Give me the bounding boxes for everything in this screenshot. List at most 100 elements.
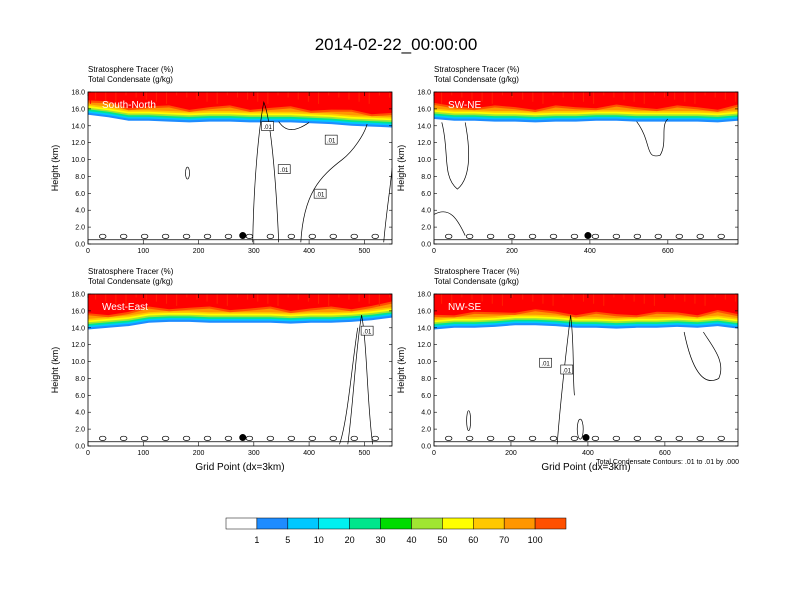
panel-west-east: .01 West-East Stratosphere Tracer (%)Total… bbox=[50, 267, 393, 473]
condensate-contour bbox=[486, 233, 495, 239]
x-tick-label: 0 bbox=[86, 248, 90, 255]
condensate-contour bbox=[696, 233, 704, 239]
contour-label: .01 bbox=[280, 168, 289, 174]
panels: .01 .01 .01 .01 South-North Stratosphere Trac… bbox=[50, 65, 739, 473]
condensate-contour bbox=[675, 233, 683, 239]
plot-frame bbox=[87, 293, 393, 447]
x-tick-label: 400 bbox=[584, 248, 596, 255]
contour-label: .01 bbox=[327, 139, 336, 145]
tracer-band bbox=[434, 92, 738, 110]
colorbar-label: 20 bbox=[345, 535, 355, 545]
condensate-contour bbox=[654, 233, 663, 239]
condensate-contour bbox=[252, 100, 280, 243]
y-tick-label: 14.0 bbox=[417, 325, 431, 332]
contour-label-box bbox=[324, 134, 338, 145]
condensate-contour bbox=[486, 435, 495, 441]
panel-sw-ne: SW-NE Stratosphere Tracer (%)Total Conden… bbox=[396, 65, 739, 255]
x-tick-label: 400 bbox=[303, 450, 315, 457]
contour-footnote: Total Condensate Contours: .01 to .01 by… bbox=[596, 459, 739, 466]
x-tick-label: 500 bbox=[359, 450, 371, 457]
contour-label: .01 bbox=[563, 369, 572, 375]
tracer-field: .01 .01 bbox=[434, 294, 738, 446]
y-tick-label: 4.0 bbox=[75, 208, 85, 215]
condensate-contour bbox=[636, 118, 669, 157]
x-tick-label: 200 bbox=[193, 450, 205, 457]
x-tick-label: 600 bbox=[662, 248, 674, 255]
condensate-contour bbox=[266, 233, 275, 239]
panel-south-north: .01 .01 .01 .01 South-North Stratosphere Trac… bbox=[50, 65, 393, 255]
field-title: Total Condensate (g/kg) bbox=[434, 75, 519, 84]
y-tick-label: 10.0 bbox=[71, 157, 85, 164]
panel-label: NW-SE bbox=[448, 302, 481, 313]
x-tick-label: 200 bbox=[193, 248, 205, 255]
colorbar-label: 5 bbox=[285, 535, 290, 545]
condensate-contour bbox=[383, 167, 392, 243]
condensate-contour bbox=[445, 435, 453, 441]
condensate-contour bbox=[549, 233, 558, 239]
x-tick-label: 400 bbox=[582, 450, 594, 457]
y-tick-label: 14.0 bbox=[71, 123, 85, 130]
colorbar-label: 50 bbox=[437, 535, 447, 545]
colorbar-box bbox=[442, 517, 474, 530]
condensate-contour bbox=[140, 233, 149, 239]
condensate-contour bbox=[287, 435, 296, 441]
tracer-field: .01 .01 .01 .01 bbox=[88, 92, 392, 244]
colorbar-box bbox=[318, 517, 350, 530]
condensate-contours bbox=[434, 315, 738, 445]
condensate-contour bbox=[140, 435, 149, 441]
contour-label-box bbox=[261, 121, 274, 131]
panel-label: West-East bbox=[102, 302, 148, 313]
page-title: 2014-02-22_00:00:00 bbox=[315, 35, 478, 54]
x-tick-label: 500 bbox=[359, 248, 371, 255]
condensate-contour bbox=[591, 435, 600, 441]
colorbar-box bbox=[411, 517, 443, 530]
colorbar-label: 40 bbox=[406, 535, 416, 545]
colorbar-box bbox=[349, 517, 381, 530]
y-tick-label: 6.0 bbox=[75, 191, 85, 198]
condensate-contour bbox=[119, 435, 128, 441]
y-axis-label: Height (km) bbox=[50, 347, 60, 394]
condensate-contour bbox=[339, 327, 359, 445]
x-tick-label: 0 bbox=[432, 450, 436, 457]
plot-frame bbox=[433, 91, 739, 245]
condensate-contour bbox=[185, 166, 190, 180]
condensate-contour bbox=[683, 331, 722, 381]
y-axis-label: Height (km) bbox=[396, 145, 406, 192]
field-title: Total Condensate (g/kg) bbox=[434, 277, 519, 286]
y-tick-label: 8.0 bbox=[75, 376, 85, 383]
condensate-contour bbox=[434, 211, 466, 236]
y-tick-label: 8.0 bbox=[421, 376, 431, 383]
y-tick-label: 6.0 bbox=[421, 393, 431, 400]
colorbar-box bbox=[380, 517, 412, 530]
condensate-contour bbox=[528, 435, 537, 441]
field-title: Total Condensate (g/kg) bbox=[88, 75, 173, 84]
field-title: Stratosphere Tracer (%) bbox=[88, 65, 174, 74]
y-tick-label: 12.0 bbox=[71, 140, 85, 147]
y-tick-label: 2.0 bbox=[421, 225, 431, 232]
y-tick-label: 4.0 bbox=[75, 410, 85, 417]
condensate-contour bbox=[717, 233, 725, 239]
x-tick-label: 100 bbox=[137, 248, 149, 255]
x-tick-label: 600 bbox=[659, 450, 671, 457]
condensate-contour bbox=[591, 233, 600, 239]
y-tick-label: 16.0 bbox=[417, 106, 431, 113]
condensate-contours bbox=[434, 118, 738, 241]
condensate-contour bbox=[203, 233, 212, 239]
plot-frame bbox=[87, 91, 393, 245]
condensate-contour bbox=[507, 435, 516, 441]
y-tick-label: 14.0 bbox=[417, 123, 431, 130]
contour-label-box bbox=[277, 164, 291, 174]
condensate-contour bbox=[556, 315, 575, 445]
x-axis-label: Grid Point (dx=3km) bbox=[541, 462, 630, 473]
condensate-contour bbox=[329, 233, 337, 239]
y-tick-label: 2.0 bbox=[75, 225, 85, 232]
field-title: Total Condensate (g/kg) bbox=[88, 277, 173, 286]
condensate-contour bbox=[633, 435, 642, 441]
colorbar-label: 60 bbox=[468, 535, 478, 545]
condensate-contour bbox=[161, 435, 170, 441]
x-tick-label: 0 bbox=[86, 450, 90, 457]
x-tick-label: 200 bbox=[506, 248, 518, 255]
panel-label: South-North bbox=[102, 100, 156, 111]
y-tick-label: 0.0 bbox=[75, 242, 85, 249]
